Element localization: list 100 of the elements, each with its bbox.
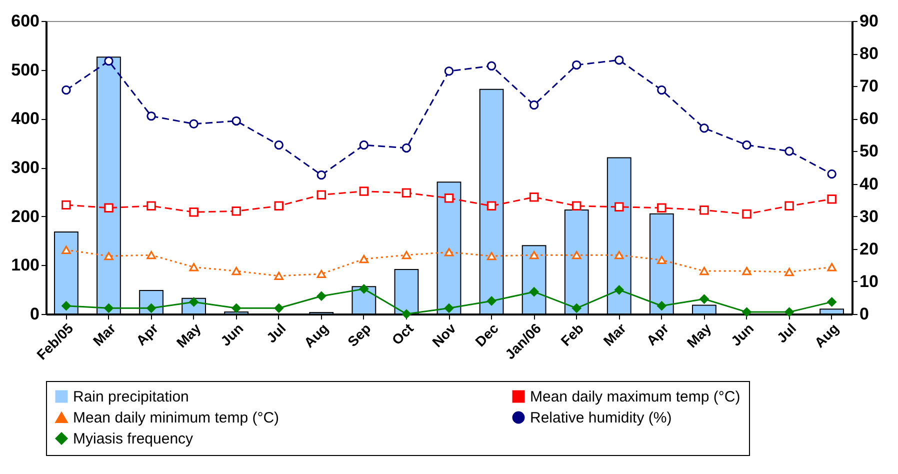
point <box>529 250 539 260</box>
y2-tick-label: 70 <box>860 76 878 96</box>
point <box>104 304 114 313</box>
point <box>614 55 624 65</box>
y-tick-label: 300 <box>11 158 40 177</box>
point <box>700 123 709 133</box>
point <box>827 194 836 204</box>
y-tick-label: 0 <box>30 304 40 324</box>
point <box>104 252 114 260</box>
point <box>700 266 709 276</box>
point <box>657 203 666 212</box>
point <box>146 304 156 313</box>
y2-tick-label: 40 <box>860 174 878 194</box>
y2-tick-label: 80 <box>860 44 878 64</box>
point <box>657 85 666 95</box>
y-tick-label: 100 <box>11 256 40 275</box>
point <box>62 200 71 210</box>
point <box>572 201 582 211</box>
x-tick-label: Jun <box>217 320 246 349</box>
point <box>572 304 582 313</box>
y2-tick-label: 20 <box>860 239 878 258</box>
legend-label: Mean daily minimum temp (°C) <box>73 410 280 426</box>
x-tick-label: Feb <box>558 320 586 349</box>
point <box>572 60 582 70</box>
legend-label: Mean daily maximum temp (°C) <box>530 388 740 406</box>
point <box>742 209 752 219</box>
legend-label: Rain precipitation <box>73 388 189 406</box>
point <box>784 268 794 276</box>
point <box>827 263 836 272</box>
point <box>700 294 709 304</box>
y2-tick-label: 60 <box>860 109 878 128</box>
point <box>232 116 241 126</box>
legend-label: Myiasis frequency <box>73 430 194 448</box>
point <box>614 250 624 260</box>
point <box>62 85 71 95</box>
x-tick-label: Jul <box>774 320 800 346</box>
point <box>316 291 326 301</box>
y-tick-label: 400 <box>11 109 40 128</box>
point <box>146 201 156 211</box>
point <box>614 285 624 295</box>
legend-label: Relative humidity (%) <box>530 410 672 426</box>
point <box>742 307 752 317</box>
y-tick-label: 600 <box>11 12 40 30</box>
point <box>62 301 71 310</box>
point <box>316 190 326 200</box>
point <box>232 206 241 216</box>
point <box>827 169 836 179</box>
point <box>486 61 496 71</box>
point <box>359 284 369 294</box>
point <box>274 140 284 150</box>
point <box>402 250 412 260</box>
point <box>784 146 794 156</box>
point <box>104 56 114 66</box>
x-tick-label: Dec <box>472 320 502 350</box>
point <box>486 296 496 306</box>
point <box>742 266 752 276</box>
y2-tick-label: 90 <box>860 12 878 30</box>
point <box>486 201 496 211</box>
y-tick-label: 200 <box>11 206 40 226</box>
y2-tick-label: 10 <box>860 272 878 291</box>
point <box>444 193 454 203</box>
point <box>444 248 454 256</box>
point <box>444 66 454 76</box>
point <box>784 307 794 317</box>
y2-tick-label: 50 <box>860 142 878 161</box>
point <box>572 250 582 260</box>
point <box>529 100 539 110</box>
point <box>529 192 539 202</box>
point <box>784 201 794 211</box>
point <box>614 202 624 212</box>
point <box>232 266 241 276</box>
x-tick-label: Jul <box>263 320 289 346</box>
point <box>359 140 369 150</box>
x-tick-label: Apr <box>643 320 672 348</box>
x-tick-label: Mar <box>600 320 630 350</box>
point <box>189 263 198 272</box>
point <box>316 170 326 180</box>
point <box>146 111 156 121</box>
y-tick-label: 500 <box>11 60 40 80</box>
point <box>657 301 666 310</box>
point <box>232 304 241 313</box>
x-tick-label: Oct <box>388 320 417 348</box>
point <box>359 186 369 196</box>
point <box>700 206 709 215</box>
point <box>402 143 412 153</box>
point <box>274 272 284 280</box>
point <box>402 188 412 198</box>
point <box>316 270 326 278</box>
point <box>274 304 284 313</box>
point <box>62 246 71 254</box>
point <box>189 207 198 217</box>
y2-tick-label: 30 <box>860 206 878 226</box>
point <box>274 201 284 211</box>
point <box>189 119 198 128</box>
point <box>359 254 369 264</box>
point <box>529 287 539 296</box>
point <box>402 309 412 319</box>
x-tick-label: Nov <box>428 320 460 350</box>
x-tick-label: Jun <box>728 320 757 349</box>
point <box>486 252 496 260</box>
